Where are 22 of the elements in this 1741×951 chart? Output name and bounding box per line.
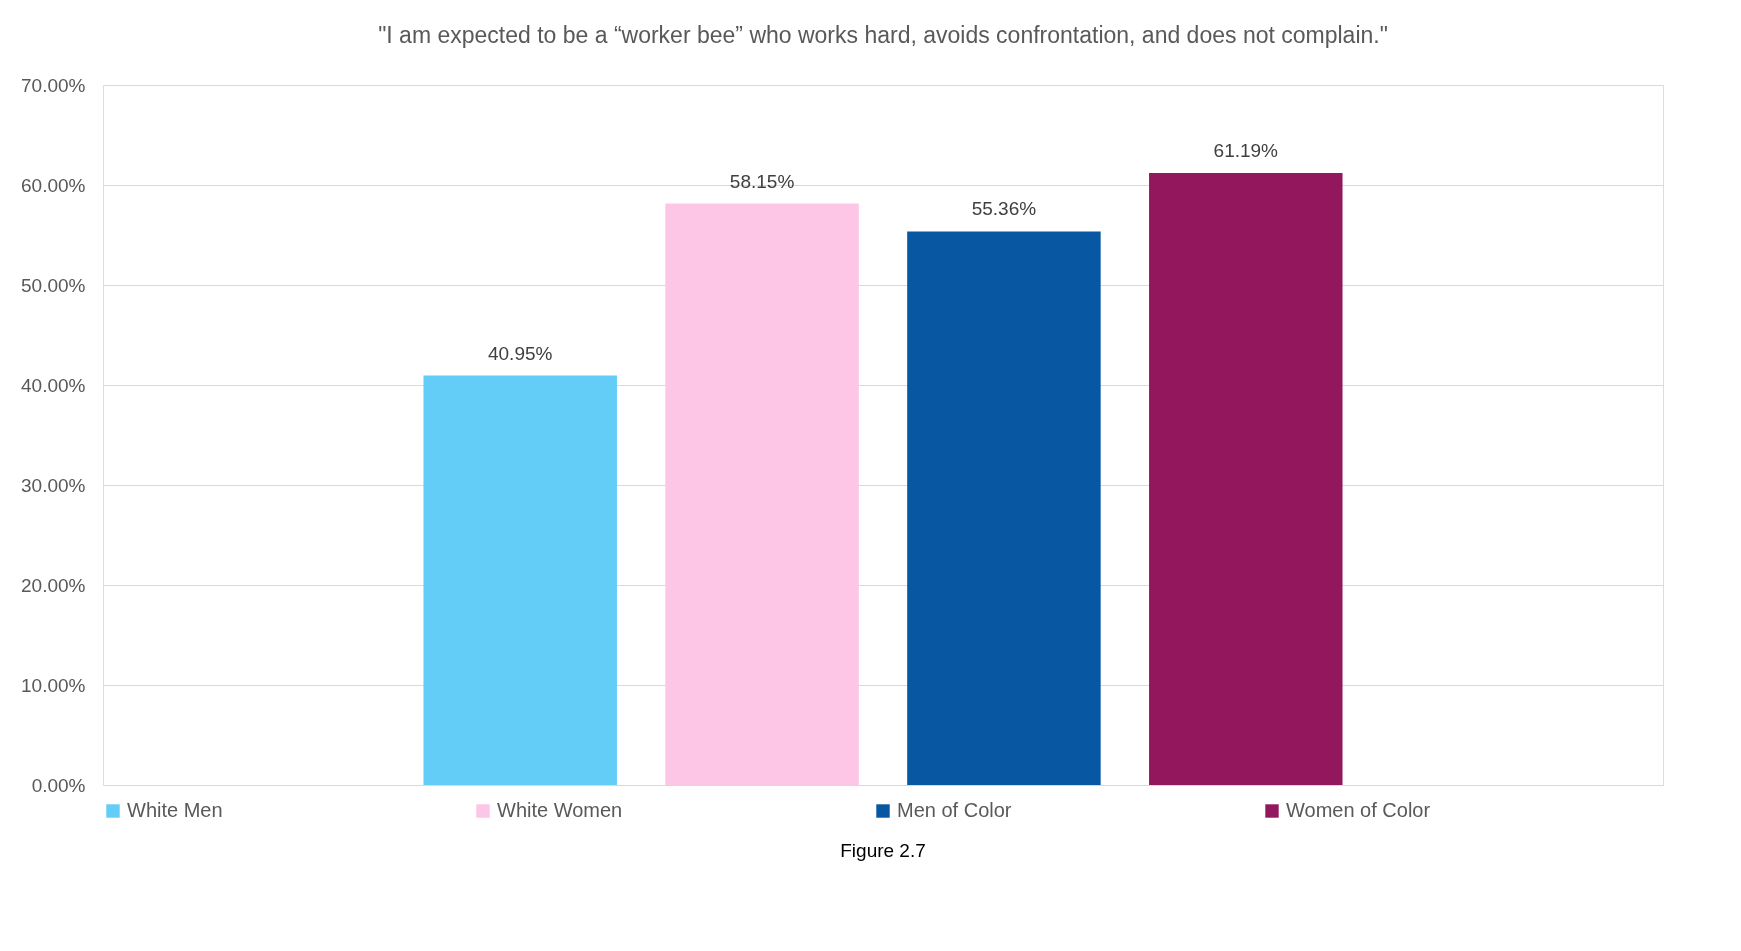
y-tick-label: 10.00%	[21, 674, 86, 696]
y-tick-label: 30.00%	[21, 474, 86, 496]
bar	[423, 375, 617, 785]
caption: Figure 2.7	[840, 840, 926, 861]
bar	[907, 231, 1101, 785]
bar	[665, 203, 859, 785]
y-tick-label: 70.00%	[21, 74, 86, 96]
y-tick-label: 50.00%	[21, 274, 86, 296]
y-tick-label: 60.00%	[21, 174, 86, 196]
chart-title: "I am expected to be a “worker bee” who works hard, avoids confrontation, and does not complain."	[378, 22, 1388, 48]
y-tick-label: 40.00%	[21, 374, 86, 396]
data-label: 58.15%	[729, 170, 795, 192]
data-label: 61.19%	[1213, 140, 1279, 162]
legend-label: Women of Color	[1286, 799, 1431, 821]
legend-label: White Women	[497, 799, 623, 821]
data-label: 55.36%	[971, 198, 1037, 220]
legend-label: Men of Color	[897, 799, 1012, 821]
y-tick-label: 20.00%	[21, 574, 86, 596]
legend-label: White Men	[127, 799, 223, 821]
bar	[1149, 173, 1343, 785]
y-tick-label: 0.00%	[31, 774, 86, 796]
data-label: 40.95%	[487, 342, 553, 364]
